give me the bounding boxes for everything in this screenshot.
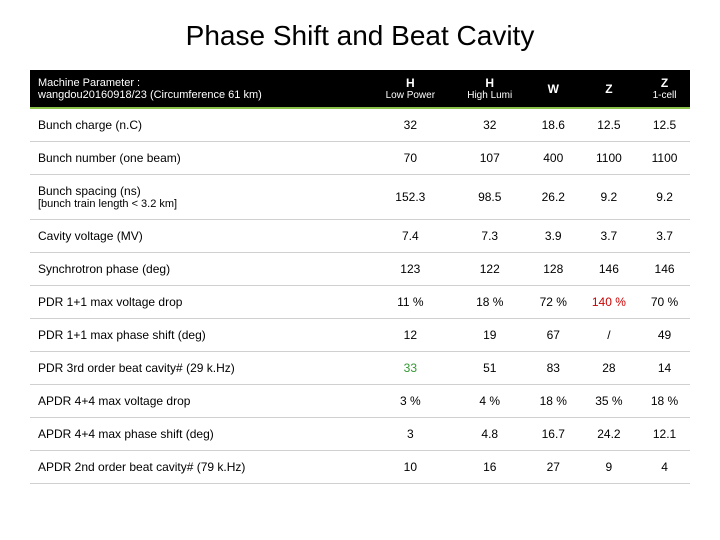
- table-header-row: Machine Parameter : wangdou20160918/23 (…: [30, 70, 690, 108]
- header-col-4-sub: 1-cell: [643, 90, 686, 101]
- table-row: Bunch number (one beam)7010740011001100: [30, 142, 690, 175]
- cell: 1100: [639, 142, 690, 175]
- cell: 49: [639, 319, 690, 352]
- table-row: PDR 3rd order beat cavity# (29 k.Hz)3351…: [30, 352, 690, 385]
- table-row: APDR 4+4 max voltage drop3 %4 %18 %35 %1…: [30, 385, 690, 418]
- table-row: Synchrotron phase (deg)123122128146146: [30, 253, 690, 286]
- cell: 33: [369, 352, 452, 385]
- header-col-0-sub: Low Power: [373, 90, 448, 101]
- cell: 3: [369, 418, 452, 451]
- header-col-3: Z: [579, 70, 639, 108]
- cell: 16.7: [528, 418, 579, 451]
- cell: 19: [452, 319, 528, 352]
- row-label: APDR 2nd order beat cavity# (79 k.Hz): [30, 451, 369, 484]
- cell: 18 %: [639, 385, 690, 418]
- cell: 24.2: [579, 418, 639, 451]
- row-label: PDR 3rd order beat cavity# (29 k.Hz): [30, 352, 369, 385]
- cell: 400: [528, 142, 579, 175]
- row-label: PDR 1+1 max phase shift (deg): [30, 319, 369, 352]
- page-title: Phase Shift and Beat Cavity: [30, 20, 690, 52]
- cell: 16: [452, 451, 528, 484]
- cell: /: [579, 319, 639, 352]
- cell: 32: [369, 108, 452, 142]
- row-label: PDR 1+1 max voltage drop: [30, 286, 369, 319]
- header-param-line2: wangdou20160918/23 (Circumference 61 km): [38, 89, 262, 101]
- header-col-2: W: [528, 70, 579, 108]
- cell: 4: [639, 451, 690, 484]
- cell: 12.1: [639, 418, 690, 451]
- table-row: APDR 4+4 max phase shift (deg)34.816.724…: [30, 418, 690, 451]
- cell: 123: [369, 253, 452, 286]
- table-row: APDR 2nd order beat cavity# (79 k.Hz)101…: [30, 451, 690, 484]
- cell: 83: [528, 352, 579, 385]
- header-col-2-main: W: [548, 82, 559, 96]
- cell: 3.9: [528, 220, 579, 253]
- cell: 18.6: [528, 108, 579, 142]
- table-row: Bunch charge (n.C)323218.612.512.5: [30, 108, 690, 142]
- cell: 3.7: [579, 220, 639, 253]
- cell: 11 %: [369, 286, 452, 319]
- cell: 12.5: [579, 108, 639, 142]
- table-row: Cavity voltage (MV)7.47.33.93.73.7: [30, 220, 690, 253]
- parameter-table: Machine Parameter : wangdou20160918/23 (…: [30, 70, 690, 484]
- cell: 3.7: [639, 220, 690, 253]
- cell: 70: [369, 142, 452, 175]
- row-label: Bunch spacing (ns)[bunch train length < …: [30, 175, 369, 220]
- cell: 98.5: [452, 175, 528, 220]
- cell: 18 %: [528, 385, 579, 418]
- header-col-0: H Low Power: [369, 70, 452, 108]
- cell: 32: [452, 108, 528, 142]
- cell: 9.2: [639, 175, 690, 220]
- cell: 146: [579, 253, 639, 286]
- cell: 122: [452, 253, 528, 286]
- row-label-sub: [bunch train length < 3.2 km]: [38, 198, 365, 210]
- row-label: Cavity voltage (MV): [30, 220, 369, 253]
- cell: 26.2: [528, 175, 579, 220]
- header-col-1-sub: High Lumi: [456, 90, 524, 101]
- cell: 14: [639, 352, 690, 385]
- cell: 107: [452, 142, 528, 175]
- header-col-4-main: Z: [661, 76, 668, 90]
- cell: 128: [528, 253, 579, 286]
- cell: 12.5: [639, 108, 690, 142]
- row-label: APDR 4+4 max voltage drop: [30, 385, 369, 418]
- cell: 3 %: [369, 385, 452, 418]
- header-col-3-main: Z: [605, 82, 612, 96]
- cell: 9: [579, 451, 639, 484]
- table-row: Bunch spacing (ns)[bunch train length < …: [30, 175, 690, 220]
- cell: 18 %: [452, 286, 528, 319]
- row-label: APDR 4+4 max phase shift (deg): [30, 418, 369, 451]
- cell: 7.3: [452, 220, 528, 253]
- row-label: Bunch charge (n.C): [30, 108, 369, 142]
- cell: 67: [528, 319, 579, 352]
- cell: 4.8: [452, 418, 528, 451]
- header-col-1: H High Lumi: [452, 70, 528, 108]
- cell: 1100: [579, 142, 639, 175]
- row-label: Bunch number (one beam): [30, 142, 369, 175]
- cell: 140 %: [579, 286, 639, 319]
- cell: 146: [639, 253, 690, 286]
- header-col-0-main: H: [406, 76, 415, 90]
- cell: 72 %: [528, 286, 579, 319]
- header-param-line1: Machine Parameter :: [38, 77, 140, 89]
- header-col-4: Z 1-cell: [639, 70, 690, 108]
- cell: 27: [528, 451, 579, 484]
- cell: 12: [369, 319, 452, 352]
- cell: 35 %: [579, 385, 639, 418]
- cell: 152.3: [369, 175, 452, 220]
- header-param: Machine Parameter : wangdou20160918/23 (…: [30, 70, 369, 108]
- cell: 28: [579, 352, 639, 385]
- table-body: Bunch charge (n.C)323218.612.512.5Bunch …: [30, 108, 690, 484]
- header-col-1-main: H: [485, 76, 494, 90]
- cell: 51: [452, 352, 528, 385]
- cell: 7.4: [369, 220, 452, 253]
- cell: 9.2: [579, 175, 639, 220]
- table-row: PDR 1+1 max phase shift (deg)121967/49: [30, 319, 690, 352]
- row-label: Synchrotron phase (deg): [30, 253, 369, 286]
- cell: 10: [369, 451, 452, 484]
- cell: 4 %: [452, 385, 528, 418]
- table-row: PDR 1+1 max voltage drop11 %18 %72 %140 …: [30, 286, 690, 319]
- cell: 70 %: [639, 286, 690, 319]
